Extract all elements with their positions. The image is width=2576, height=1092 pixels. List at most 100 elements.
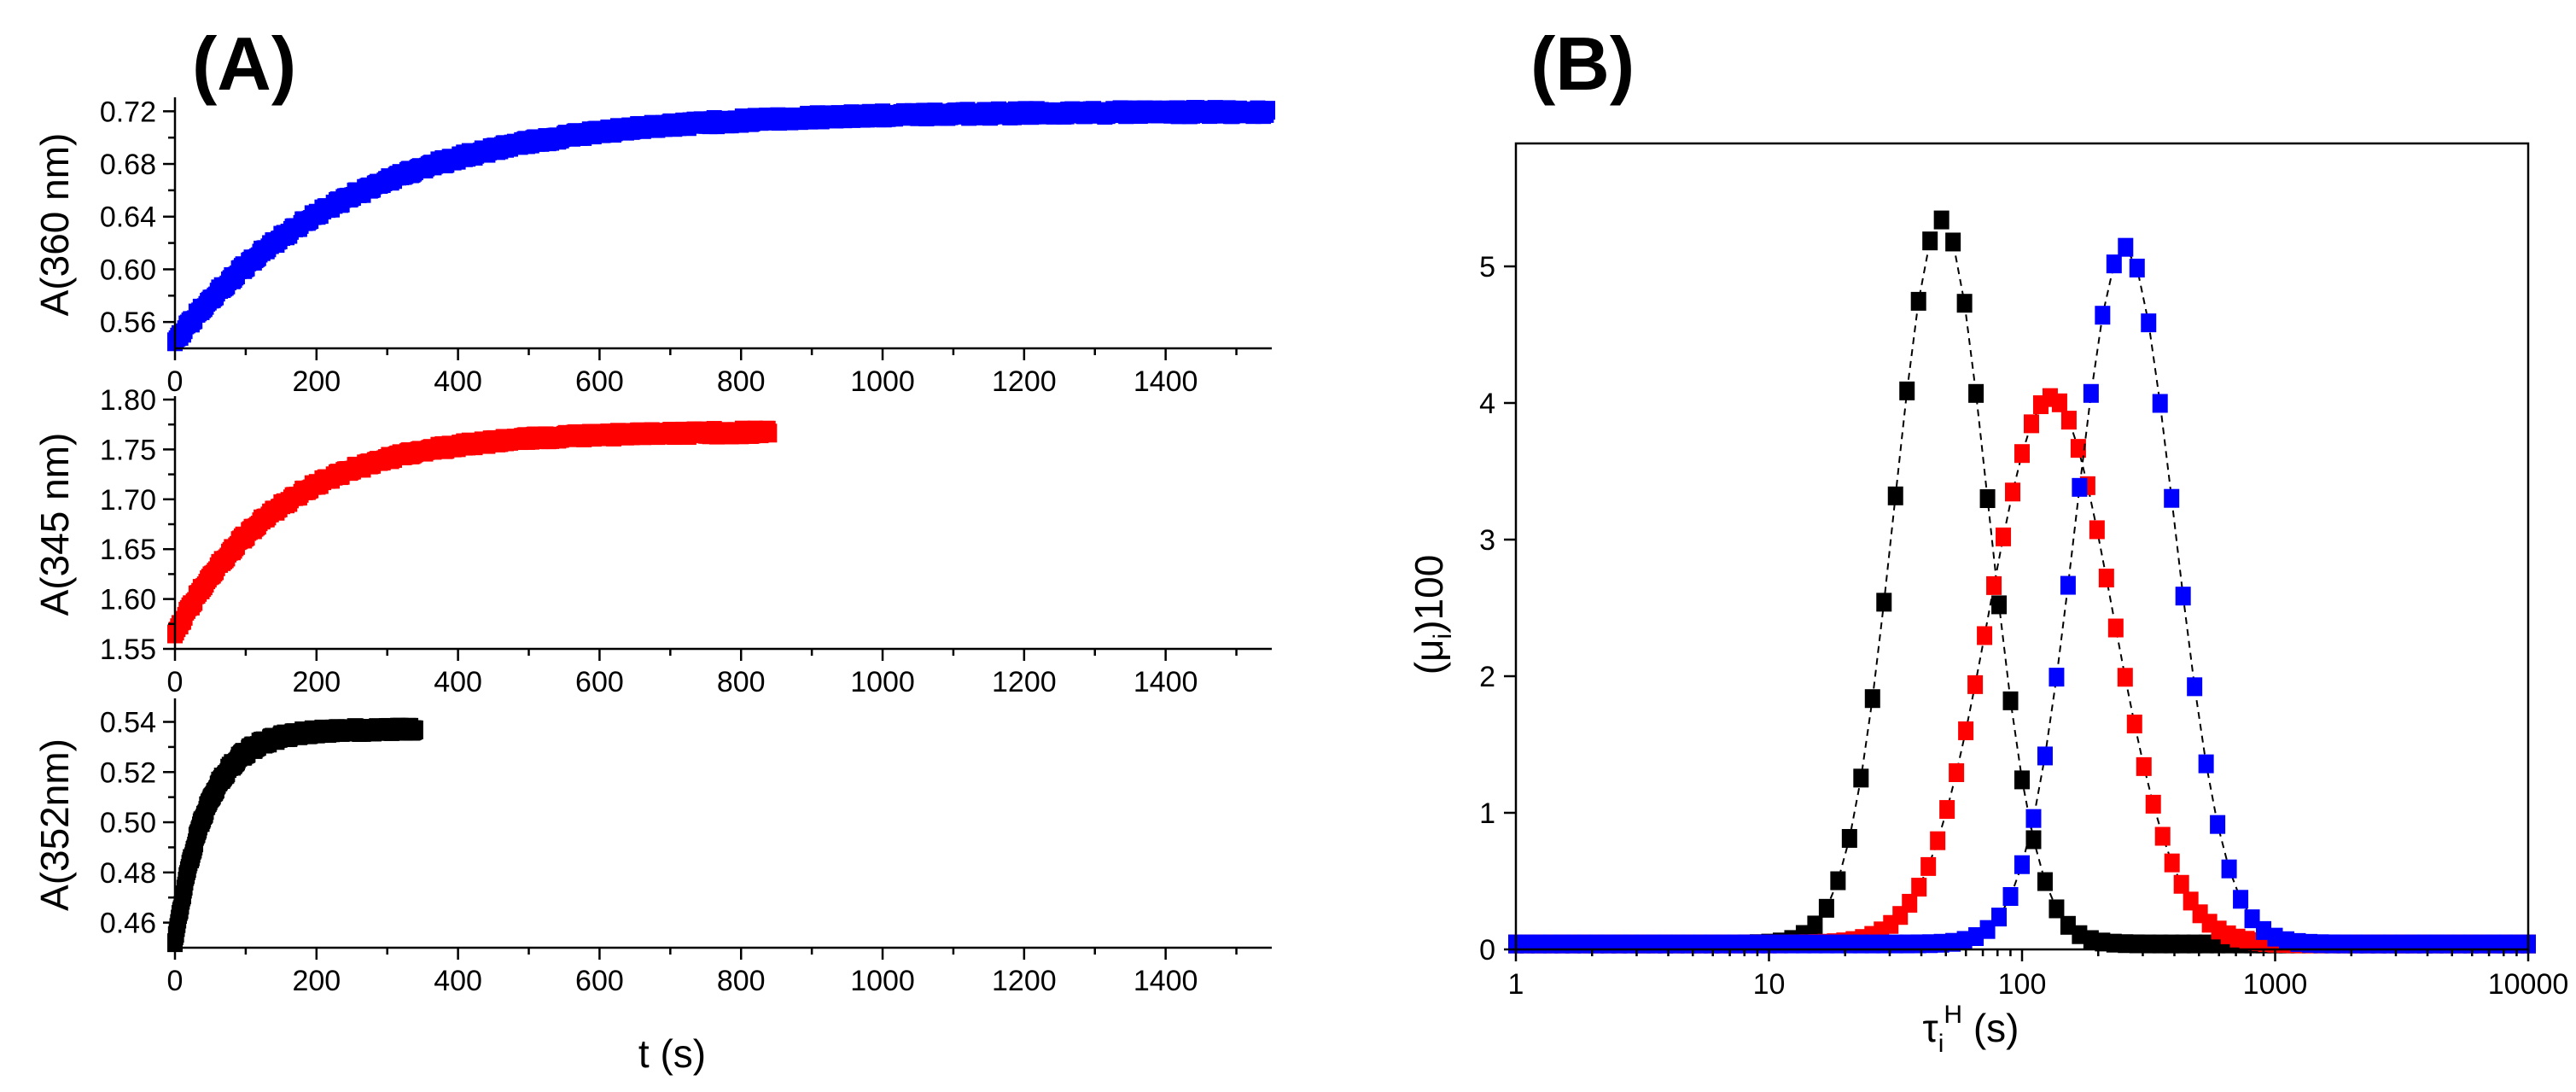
data-point (1949, 763, 1965, 783)
data-point (2049, 668, 2065, 687)
data-point (1991, 908, 2008, 927)
data-point (1864, 689, 1880, 709)
data-point (1260, 101, 1276, 120)
data-point (1991, 595, 2008, 615)
series-352-nm (167, 717, 423, 953)
y-tick-label: 0.72 (100, 96, 156, 128)
data-point (2049, 899, 2065, 919)
x-tick-label: 0 (167, 666, 184, 698)
chart-a-360nm: 0 200 400 600 800 1000 1200 1400 0.56 0.60 0.64 0.6… (32, 96, 1276, 398)
data-point (1899, 381, 1915, 400)
chart-a-352nm: 0 200 400 600 800 1000 1200 1400 0.46 0.48 0.50 0.5… (32, 698, 1272, 1076)
series-layer (167, 717, 423, 953)
data-point (2023, 414, 2039, 434)
series-blue (1508, 237, 2536, 954)
axes-layer: 0 200 400 600 800 1000 1200 1400 0.56 0.60 0.64 0.6… (100, 96, 1272, 398)
y-tick-label: 0.56 (100, 307, 156, 339)
y-tick-label: 0.64 (100, 201, 156, 234)
fit-line (1516, 218, 2528, 945)
x-tick-label: 10000 (2488, 968, 2569, 1001)
data-point (2117, 668, 2133, 687)
x-tick-label: 600 (575, 666, 624, 698)
x-tick-label: 0 (167, 965, 184, 997)
data-point (1977, 626, 1993, 645)
x-tick-label: 400 (434, 666, 482, 698)
panel-letter-a: (A) (192, 21, 296, 106)
data-point (2136, 756, 2152, 776)
x-tick-label: 1 (1508, 968, 1524, 1001)
data-point (2154, 826, 2171, 846)
x-tick-label: 200 (292, 666, 341, 698)
data-point (2187, 677, 2203, 697)
series-layer (167, 100, 1276, 352)
x-tick-label: 1000 (850, 965, 915, 997)
y-tick-label: 1.60 (100, 584, 156, 616)
data-point (1930, 831, 1946, 850)
x-axis-label: t (s) (638, 1031, 706, 1076)
data-point (2014, 770, 2030, 790)
data-point (2164, 853, 2180, 873)
data-point (2060, 411, 2077, 430)
y-tick-label: 0.68 (100, 149, 156, 181)
x-tick-label: 1200 (992, 965, 1057, 997)
data-point (1920, 856, 1937, 876)
data-point (1956, 294, 1973, 313)
series-345-nm (167, 420, 778, 644)
y-axis-label: (μi)100 (1407, 555, 1457, 675)
x-tick-label: 10 (1753, 968, 1786, 1001)
data-point (2129, 258, 2145, 277)
data-point (2002, 691, 2019, 710)
data-point (2005, 482, 2021, 502)
data-point (1902, 893, 1918, 913)
y-tick-label: 1 (1479, 797, 1495, 830)
y-tick-label: 0.54 (100, 707, 156, 739)
panel-letter-b: (B) (1530, 21, 1635, 106)
data-point (1968, 383, 1984, 403)
data-point (2037, 872, 2053, 891)
y-tick-label: 3 (1479, 524, 1495, 557)
data-point (2210, 815, 2226, 834)
series-layer (1508, 210, 2536, 954)
y-tick-label: 0.48 (100, 857, 156, 890)
data-point (2002, 887, 2019, 907)
series-layer (167, 420, 778, 644)
data-point (2037, 746, 2053, 766)
data-point (2141, 313, 2157, 333)
y-tick-label: 2 (1479, 661, 1495, 693)
axes-layer: 0 200 400 600 800 1000 1200 1400 1.55 1.60 1.65 1.7… (100, 384, 1272, 698)
y-tick-label: 0.46 (100, 908, 156, 940)
x-tick-label: 1000 (850, 666, 915, 698)
data-point (2072, 477, 2088, 497)
data-point (1958, 721, 1974, 740)
y-tick-label: 0.60 (100, 254, 156, 286)
series-360-nm (167, 100, 1276, 352)
plot-frame (1514, 142, 2530, 951)
x-axis-label: τiH (s) (1923, 1001, 2019, 1058)
y-tick-label: 1.80 (100, 384, 156, 417)
data-point (2145, 794, 2161, 814)
x-tick-label: 200 (292, 365, 341, 398)
x-tick-label: 600 (575, 365, 624, 398)
x-tick-label: 400 (434, 365, 482, 398)
data-point (2152, 394, 2168, 413)
x-tick-label: 1200 (992, 666, 1057, 698)
data-point (1922, 231, 1938, 251)
data-point (2233, 890, 2249, 909)
x-tick-label: 1400 (1134, 365, 1198, 398)
y-axis-label: A(360 nm) (32, 133, 77, 317)
data-point (407, 720, 423, 739)
y-axis-label: A(345 nm) (32, 433, 77, 616)
x-tick-label: 800 (717, 666, 766, 698)
x-tick-label: 800 (717, 965, 766, 997)
fit-line (1516, 245, 2528, 945)
data-point (1979, 489, 1996, 509)
x-tick-label: 200 (292, 965, 341, 997)
y-tick-label: 1.70 (100, 484, 156, 517)
data-point (1876, 593, 1892, 612)
data-point (2098, 568, 2114, 587)
data-point (2175, 587, 2191, 606)
y-tick-label: 1.75 (100, 434, 156, 466)
